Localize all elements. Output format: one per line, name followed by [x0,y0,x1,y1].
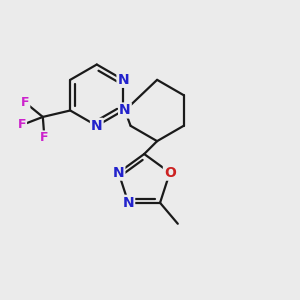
Text: F: F [40,131,49,144]
Text: N: N [91,119,103,133]
Text: F: F [18,118,26,131]
Text: N: N [122,196,134,210]
Text: N: N [118,73,129,87]
Text: N: N [113,166,124,180]
Text: F: F [21,96,29,109]
Text: O: O [164,166,176,180]
Text: N: N [119,103,131,118]
